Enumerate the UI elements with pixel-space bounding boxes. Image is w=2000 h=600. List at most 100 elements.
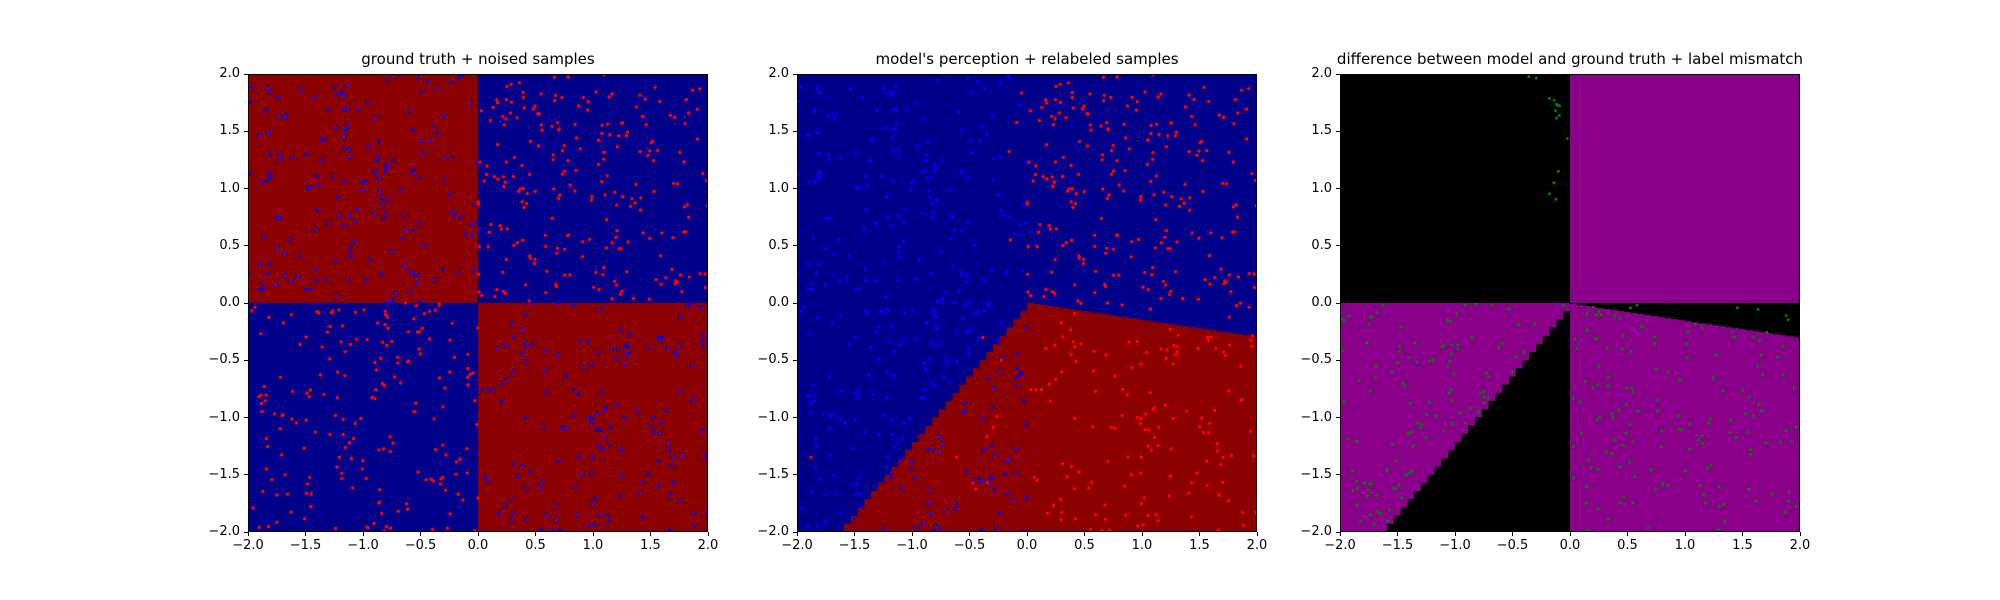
data-point <box>1151 265 1155 270</box>
data-point <box>406 507 410 511</box>
data-point <box>379 356 383 361</box>
data-point <box>524 283 528 287</box>
data-point <box>986 376 991 380</box>
data-point <box>797 99 801 103</box>
data-point <box>1649 468 1653 472</box>
data-point <box>1761 373 1765 377</box>
data-point <box>967 352 972 356</box>
data-point <box>1099 216 1104 221</box>
data-point <box>937 526 942 530</box>
data-point <box>1666 483 1670 487</box>
x-tick-label: 0.0 <box>467 538 489 553</box>
data-point <box>501 270 505 274</box>
data-point <box>891 135 895 139</box>
data-point <box>539 92 543 96</box>
data-point <box>1696 438 1700 442</box>
data-point <box>375 153 380 158</box>
data-point <box>509 497 514 502</box>
data-point <box>412 317 416 321</box>
data-point <box>641 231 645 235</box>
data-point <box>934 525 938 529</box>
data-point <box>403 301 408 305</box>
data-point <box>816 131 820 135</box>
data-point <box>633 201 637 205</box>
data-point <box>909 467 913 471</box>
data-point <box>982 448 987 452</box>
data-point <box>454 460 458 464</box>
data-point <box>891 108 895 112</box>
data-point <box>929 272 933 276</box>
data-point <box>1225 182 1229 186</box>
data-point <box>251 506 255 510</box>
data-point <box>1385 468 1389 472</box>
data-point <box>1599 313 1603 317</box>
data-point <box>556 301 561 305</box>
data-point <box>308 186 312 190</box>
data-point <box>554 503 558 507</box>
data-point <box>586 100 590 104</box>
data-point <box>473 399 477 403</box>
data-point <box>597 138 601 142</box>
data-point <box>589 198 594 202</box>
data-point <box>1101 187 1105 191</box>
data-point <box>290 156 295 160</box>
data-point <box>1351 489 1355 493</box>
data-point <box>1086 144 1090 148</box>
data-point <box>1182 201 1186 205</box>
data-point <box>1409 430 1413 434</box>
data-point <box>690 398 695 403</box>
x-tick-label: 0.0 <box>1016 538 1038 553</box>
data-point <box>1141 285 1145 289</box>
data-point <box>838 510 842 514</box>
data-point <box>1122 189 1126 193</box>
axes-frame <box>797 74 1257 532</box>
data-point <box>475 423 479 427</box>
data-point <box>970 151 974 155</box>
data-point <box>1124 513 1128 517</box>
data-point <box>1631 501 1635 505</box>
data-point <box>825 95 829 100</box>
data-point <box>1008 238 1013 242</box>
data-point <box>857 286 862 291</box>
data-point <box>312 95 316 99</box>
data-point <box>407 359 411 363</box>
data-point <box>969 326 974 331</box>
data-point <box>411 128 415 132</box>
data-point <box>436 132 440 136</box>
data-point <box>1147 428 1151 432</box>
data-point <box>1088 92 1092 96</box>
data-point <box>443 386 447 390</box>
data-point <box>924 153 929 158</box>
data-point <box>308 388 313 392</box>
data-point <box>964 330 969 334</box>
data-point <box>1205 459 1209 463</box>
data-point <box>1008 215 1012 219</box>
data-point <box>1507 307 1511 311</box>
data-point <box>1216 528 1221 532</box>
data-point <box>1244 137 1249 141</box>
data-point <box>1130 366 1134 370</box>
data-point <box>581 95 585 100</box>
data-point <box>1249 338 1253 343</box>
data-point <box>1448 359 1452 363</box>
data-point <box>957 110 961 114</box>
data-point <box>993 453 997 457</box>
data-point <box>877 432 881 437</box>
data-point <box>342 135 346 139</box>
data-point <box>847 342 851 347</box>
data-point <box>315 174 319 178</box>
data-point <box>1728 431 1732 434</box>
data-point <box>1025 326 1029 330</box>
data-point <box>313 430 318 434</box>
data-point <box>493 294 497 299</box>
data-point <box>399 381 403 385</box>
data-point <box>403 228 407 233</box>
data-point <box>522 106 526 110</box>
data-point <box>305 482 310 486</box>
data-point <box>900 436 905 441</box>
data-point <box>830 413 834 417</box>
data-point <box>1173 134 1178 138</box>
data-point <box>283 252 287 256</box>
data-point <box>653 85 657 89</box>
data-point <box>495 346 499 351</box>
